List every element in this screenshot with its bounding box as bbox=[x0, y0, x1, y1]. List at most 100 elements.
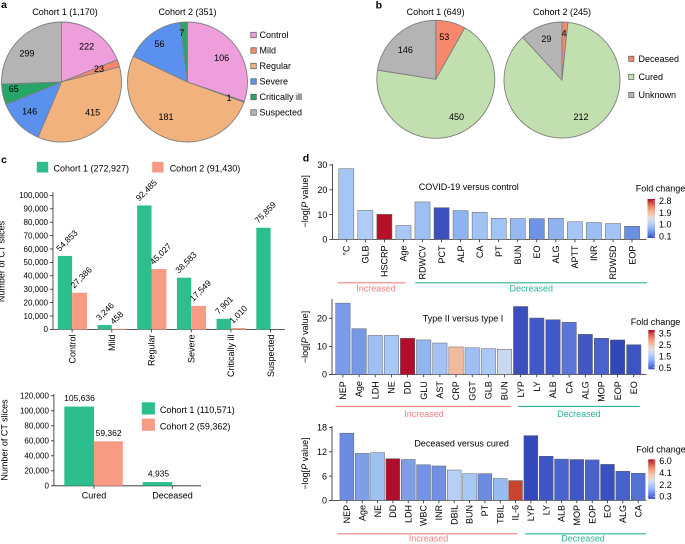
svg-text:Mild: Mild bbox=[260, 46, 277, 56]
svg-text:LDH: LDH bbox=[370, 381, 380, 399]
svg-text:MOP: MOP bbox=[572, 505, 582, 526]
svg-text:LY: LY bbox=[532, 381, 542, 391]
svg-text:60,000: 60,000 bbox=[24, 245, 49, 254]
svg-text:CA: CA bbox=[475, 246, 485, 259]
svg-text:Increased: Increased bbox=[409, 534, 449, 544]
svg-text:4,935: 4,935 bbox=[148, 469, 170, 479]
svg-text:CRP: CRP bbox=[451, 381, 461, 400]
svg-text:−log[P value]: −log[P value] bbox=[300, 175, 310, 227]
svg-text:30,000: 30,000 bbox=[24, 285, 49, 294]
svg-text:Increased: Increased bbox=[404, 409, 444, 419]
svg-text:299: 299 bbox=[19, 49, 34, 59]
svg-text:Cohort 1 (1,170): Cohort 1 (1,170) bbox=[32, 7, 98, 17]
svg-text:212: 212 bbox=[573, 112, 588, 122]
svg-text:29: 29 bbox=[541, 34, 551, 44]
svg-text:NEP: NEP bbox=[338, 381, 348, 400]
svg-text:100,000: 100,000 bbox=[19, 191, 48, 200]
svg-text:106: 106 bbox=[214, 53, 229, 63]
svg-text:Number of CT slices: Number of CT slices bbox=[0, 399, 10, 481]
svg-text:20: 20 bbox=[317, 185, 327, 195]
svg-text:−log[P value]: −log[P value] bbox=[300, 437, 310, 489]
svg-text:Cohort 1 (110,571): Cohort 1 (110,571) bbox=[160, 405, 235, 415]
svg-text:DD: DD bbox=[403, 381, 413, 394]
svg-text:Deceased versus cured: Deceased versus cured bbox=[414, 439, 509, 449]
svg-text:70,000: 70,000 bbox=[24, 231, 49, 240]
svg-text:Deceased: Deceased bbox=[152, 490, 193, 500]
svg-text:0.1: 0.1 bbox=[659, 231, 672, 241]
svg-text:c: c bbox=[1, 154, 7, 166]
svg-text:Suspected: Suspected bbox=[266, 335, 276, 378]
svg-text:Number of CT slices: Number of CT slices bbox=[0, 220, 7, 302]
svg-text:COVID-19 versus control: COVID-19 versus control bbox=[419, 182, 519, 192]
svg-text:65: 65 bbox=[9, 84, 19, 94]
svg-text:PT: PT bbox=[480, 504, 490, 516]
svg-text:222: 222 bbox=[79, 41, 94, 51]
svg-text:−log[P value]: −log[P value] bbox=[300, 311, 310, 363]
svg-text:b: b bbox=[376, 0, 382, 11]
svg-text:Fold change: Fold change bbox=[636, 445, 685, 455]
svg-text:Cohort 2 (59,362): Cohort 2 (59,362) bbox=[160, 421, 231, 431]
svg-text:Cured: Cured bbox=[82, 490, 107, 500]
svg-text:Mild: Mild bbox=[107, 335, 117, 352]
svg-text:BUN: BUN bbox=[465, 505, 475, 524]
svg-text:0.3: 0.3 bbox=[659, 492, 672, 502]
svg-text:Decreased: Decreased bbox=[510, 283, 554, 293]
svg-text:40,000: 40,000 bbox=[24, 452, 49, 461]
svg-text:Deceased: Deceased bbox=[639, 54, 680, 64]
svg-text:20: 20 bbox=[317, 314, 327, 324]
svg-text:GGT: GGT bbox=[467, 381, 477, 401]
svg-text:50,000: 50,000 bbox=[24, 258, 49, 267]
svg-text:0: 0 bbox=[322, 235, 327, 245]
svg-text:GLB: GLB bbox=[484, 381, 494, 399]
svg-text:7: 7 bbox=[179, 28, 184, 38]
svg-text:Regular: Regular bbox=[260, 61, 292, 71]
svg-text:INR: INR bbox=[589, 245, 599, 261]
svg-text:415: 415 bbox=[85, 108, 100, 118]
svg-text:EOP: EOP bbox=[627, 246, 637, 265]
svg-text:0: 0 bbox=[322, 496, 327, 506]
svg-text:Unknown: Unknown bbox=[639, 90, 677, 100]
svg-text:1.0: 1.0 bbox=[659, 220, 672, 230]
svg-text:ALG: ALG bbox=[618, 505, 628, 523]
svg-text:18: 18 bbox=[317, 423, 327, 433]
svg-text:3.5: 3.5 bbox=[659, 329, 672, 339]
svg-text:20,000: 20,000 bbox=[24, 298, 49, 307]
svg-text:Cohort 1 (649): Cohort 1 (649) bbox=[407, 7, 465, 17]
svg-text:Cohort 2 (351): Cohort 2 (351) bbox=[158, 7, 216, 17]
svg-text:Type II versus type I: Type II versus type I bbox=[423, 314, 504, 324]
svg-text:10,000: 10,000 bbox=[24, 312, 49, 321]
svg-text:LYP: LYP bbox=[526, 505, 536, 521]
svg-text:Age: Age bbox=[357, 505, 367, 521]
svg-text:DD: DD bbox=[388, 504, 398, 517]
svg-text:1.5: 1.5 bbox=[659, 351, 672, 361]
svg-text:20,000: 20,000 bbox=[24, 467, 49, 476]
svg-text:ALG: ALG bbox=[581, 381, 591, 399]
svg-text:ALP: ALP bbox=[456, 246, 466, 263]
svg-text:53: 53 bbox=[439, 32, 449, 42]
svg-text:Suspected: Suspected bbox=[260, 108, 303, 118]
svg-text:d: d bbox=[303, 152, 309, 164]
svg-text:INR: INR bbox=[434, 504, 444, 520]
svg-text:56: 56 bbox=[154, 39, 164, 49]
svg-text:2.2: 2.2 bbox=[659, 480, 672, 490]
svg-text:NEP: NEP bbox=[342, 505, 352, 524]
svg-text:GLB: GLB bbox=[361, 245, 371, 263]
svg-text:ALB: ALB bbox=[548, 381, 558, 398]
svg-text:NE: NE bbox=[373, 505, 383, 518]
svg-text:MOP: MOP bbox=[597, 381, 607, 402]
svg-text:EOP: EOP bbox=[613, 381, 623, 400]
svg-text:0: 0 bbox=[44, 325, 49, 334]
svg-text:1: 1 bbox=[226, 93, 231, 103]
svg-text:23: 23 bbox=[94, 64, 104, 74]
svg-text:EO: EO bbox=[532, 246, 542, 259]
svg-text:Age: Age bbox=[354, 381, 364, 397]
svg-text:Control: Control bbox=[260, 30, 289, 40]
svg-text:146: 146 bbox=[22, 106, 37, 116]
svg-text:TBIL: TBIL bbox=[495, 505, 505, 524]
svg-text:1.9: 1.9 bbox=[659, 208, 672, 218]
svg-text:BUN: BUN bbox=[500, 381, 510, 400]
svg-text:APTT: APTT bbox=[570, 245, 580, 269]
svg-text:0: 0 bbox=[44, 482, 49, 491]
svg-text:RDWCV: RDWCV bbox=[418, 246, 428, 280]
svg-text:LY: LY bbox=[541, 505, 551, 515]
